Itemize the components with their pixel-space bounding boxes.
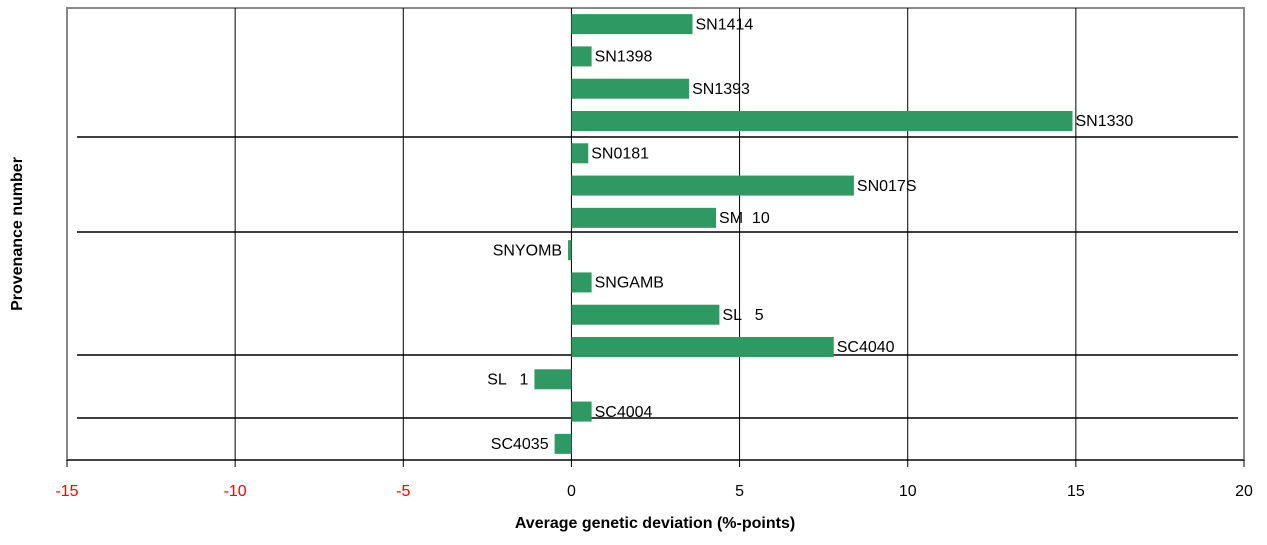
bar-label: SN1330 (1075, 113, 1133, 130)
bar-label: SN1393 (692, 81, 750, 98)
x-tick-label: 5 (735, 483, 744, 500)
y-axis-title: Provenance number (9, 157, 26, 311)
bar (534, 369, 572, 390)
bar (571, 337, 834, 357)
bar (571, 207, 717, 228)
bar (571, 272, 592, 293)
x-tick-label: -10 (224, 483, 247, 500)
x-tick-label: 20 (1235, 483, 1253, 500)
bar (571, 175, 854, 196)
x-axis-title: Average genetic deviation (%-points) (515, 515, 795, 532)
bar-label: SN1414 (695, 16, 753, 33)
bar (571, 304, 720, 325)
bar (571, 143, 589, 164)
bar-label: SN0181 (591, 146, 649, 163)
bar (571, 78, 690, 99)
x-tick-label: 0 (567, 483, 576, 500)
bar (554, 433, 572, 454)
bar-label: SC4004 (595, 404, 653, 421)
bar-label: SM 10 (719, 210, 770, 227)
bar (571, 401, 592, 422)
bar-label: SL 1 (487, 372, 528, 389)
bar-label: SNGAMB (595, 275, 664, 292)
bar (571, 111, 1073, 131)
bar-label: SN1398 (595, 49, 653, 66)
x-tick-label: 10 (899, 483, 917, 500)
x-tick-label: 15 (1067, 483, 1085, 500)
x-tick-label: -15 (55, 483, 78, 500)
plot-area (66, 7, 1245, 461)
bar (571, 46, 592, 67)
bar (571, 14, 693, 35)
x-tick-label: -5 (396, 483, 410, 500)
bar-label: SN017S (857, 178, 917, 195)
bar-label: SNYOMB (493, 242, 562, 259)
bar (568, 240, 572, 261)
bar-label: SC4035 (491, 436, 549, 453)
bar-label: SC4040 (837, 339, 895, 356)
bar-label: SL 5 (722, 307, 763, 324)
